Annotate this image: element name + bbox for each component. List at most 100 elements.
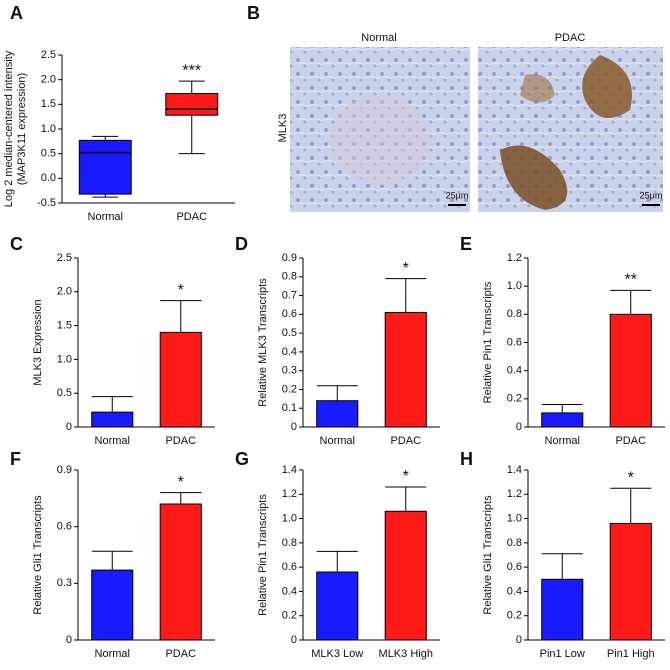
y-tick-label: -0.5 [37,197,56,209]
bar [384,510,427,641]
x-tick-label: PDAC [165,435,196,447]
column-label: Normal [361,32,396,44]
significance: *** [182,62,201,79]
y-axis-label: Log 2 median-centered intensity [3,50,15,207]
y-tick-label: 2.0 [41,74,56,86]
y-tick-label: 1.0 [282,512,297,524]
y-tick-label: 2.5 [41,49,56,61]
scale-label: 25μm [446,190,469,200]
panel-letter: D [235,234,248,254]
y-tick-label: 0.5 [282,327,297,339]
y-tick-label: 0.2 [282,383,297,395]
significance: * [178,474,184,491]
y-tick-label: 0.2 [507,393,522,405]
bar [91,569,134,641]
y-tick-label: 0 [291,421,297,433]
x-tick-label: Normal [95,648,130,660]
y-axis-label: Relative MLK3 Transcripts [257,278,269,407]
y-tick-label: 0 [516,634,522,646]
y-tick-label: 1.2 [507,488,522,500]
y-tick-label: 0 [516,421,522,433]
y-tick-label: 2.5 [57,252,72,264]
y-tick-label: 0.5 [57,387,72,399]
bar [609,522,652,641]
y-tick-label: 0.6 [282,561,297,573]
x-tick-label: Normal [545,435,580,447]
y-tick-label: 0.7 [282,289,297,301]
y-tick-label: 1.2 [282,488,297,500]
significance: ** [625,272,637,289]
y-tick-label: 0.0 [41,172,56,184]
y-tick-label: 0.6 [282,308,297,320]
y-tick-label: 0.4 [507,365,522,377]
y-tick-label: 0.3 [282,365,297,377]
tissue-region [330,95,430,185]
x-tick-label: Pin1 High [607,648,655,660]
bar [541,578,584,641]
y-tick-label: 1.0 [507,280,522,292]
significance: * [403,468,409,485]
y-tick-label: 0.4 [507,585,522,597]
y-tick-label: 2.0 [57,286,72,298]
y-tick-label: 1.4 [282,464,297,476]
bar [609,313,652,428]
y-tick-label: 1.4 [507,464,522,476]
x-tick-label: PDAC [390,435,421,447]
column-label: PDAC [555,32,586,44]
panel-letter: B [247,3,260,23]
stain-region [500,145,568,210]
x-tick-label: MLK3 High [379,648,433,660]
bar [316,400,359,428]
y-tick-label: 0.6 [507,561,522,573]
y-tick-label: 0.3 [57,577,72,589]
y-tick-label: 0.1 [282,402,297,414]
y-tick-label: 0.6 [57,521,72,533]
y-tick-label: 1.0 [507,512,522,524]
x-tick-label: Normal [88,211,123,223]
x-tick-label: Pin1 Low [540,648,585,660]
y-tick-label: 1.2 [507,252,522,264]
y-tick-label: 0 [66,421,72,433]
y-tick-label: 0.9 [57,464,72,476]
y-tick-label: 0 [291,634,297,646]
y-tick-label: 0.8 [507,537,522,549]
stain-region [520,74,555,103]
y-tick-label: 1.5 [41,98,56,110]
y-tick-label: 0.8 [282,271,297,283]
bar [541,412,584,428]
significance: * [178,282,184,299]
y-axis-label: MLK3 Expression [32,299,44,385]
y-axis-label: Relative Pin1 Transcripts [257,494,269,616]
significance: * [628,469,634,486]
y-axis-label: Relative Gli1 Transcripts [32,495,44,615]
panel-letter: E [460,234,472,254]
y-tick-label: 0.4 [282,346,297,358]
panel-letter: H [460,449,473,469]
panel-letter: F [10,449,21,469]
y-tick-label: 0.4 [282,585,297,597]
y-tick-label: 0 [66,634,72,646]
x-tick-label: Normal [95,435,130,447]
panel-letter: C [10,234,23,254]
y-tick-label: 1.0 [57,353,72,365]
stain-region [582,55,632,118]
x-tick-label: PDAC [615,435,646,447]
significance: * [403,260,409,277]
box [78,139,132,195]
y-tick-label: 0.8 [507,308,522,320]
bar [384,311,427,428]
y-tick-label: 0.8 [282,537,297,549]
scale-label: 25μm [640,190,663,200]
micrograph-pdac [478,47,663,212]
y-tick-label: 0.6 [507,336,522,348]
y-tick-label: 0.9 [282,252,297,264]
y-axis-label: Relative Pin1 Transcripts [482,281,494,403]
y-tick-label: 0.5 [41,148,56,160]
y-tick-label: 0.2 [507,610,522,622]
bar [316,571,359,641]
image-panel: B Normal PDAC MLK3 25μm 25μm [247,3,663,212]
box [165,92,219,116]
y-axis-label: Relative Gli1 Transcripts [482,495,494,615]
x-tick-label: MLK3 Low [311,648,363,660]
